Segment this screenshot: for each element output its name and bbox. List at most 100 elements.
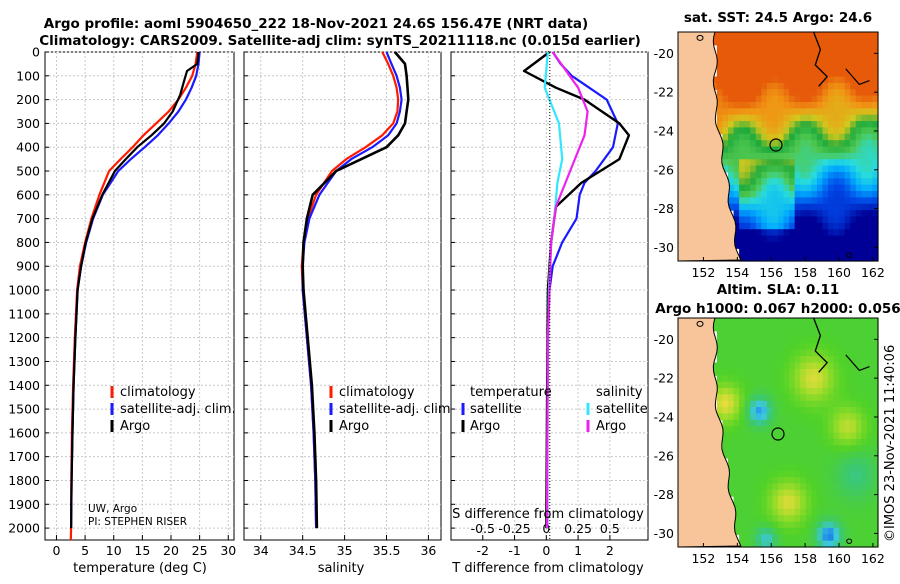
map-cell	[811, 57, 818, 65]
map-cell	[728, 203, 735, 211]
map-cell	[833, 413, 840, 421]
map-cell	[728, 432, 735, 440]
map-cell	[866, 515, 874, 523]
y-tick-label: 700	[16, 211, 40, 226]
map-cell	[744, 82, 751, 90]
map-cell	[872, 400, 879, 408]
map-cell	[844, 89, 851, 97]
map-cell	[822, 445, 829, 453]
map-cell	[772, 184, 779, 192]
map-cell	[772, 51, 779, 59]
map-cell	[739, 438, 746, 446]
map-cell	[866, 70, 874, 78]
map-cell	[783, 44, 790, 52]
map-cell	[772, 222, 779, 230]
map-cell	[789, 51, 796, 59]
map-cell	[816, 400, 824, 408]
map-cell	[783, 229, 790, 237]
map-cell	[866, 159, 874, 167]
map-cell	[839, 140, 846, 148]
map-cell	[833, 184, 840, 192]
map-cell	[794, 146, 801, 154]
map-cell	[750, 165, 757, 173]
map-cell	[800, 470, 807, 478]
map-cell	[850, 241, 857, 249]
map-cell	[750, 38, 757, 46]
map-cell	[850, 387, 857, 395]
map-cell	[872, 70, 879, 78]
map-cell	[833, 171, 840, 179]
map-cell	[789, 451, 796, 459]
map-cell	[805, 413, 812, 421]
map-cell	[844, 63, 851, 71]
map-cell	[805, 400, 812, 408]
map-cell	[733, 159, 740, 167]
map-cell	[750, 171, 757, 179]
map-cell	[778, 216, 785, 224]
map-cell	[761, 70, 768, 78]
map-cell	[794, 318, 801, 325]
map-cell	[850, 216, 857, 224]
map-cell	[766, 229, 774, 237]
map-cell	[794, 152, 801, 160]
map-cell	[805, 534, 812, 542]
map-cell	[750, 508, 757, 516]
map-cell	[766, 489, 774, 497]
map-cell	[783, 191, 790, 198]
map-cell	[778, 400, 785, 408]
map-cell	[839, 349, 846, 357]
map-cell	[739, 165, 746, 173]
map-cell	[839, 457, 846, 465]
map-cell	[872, 343, 879, 351]
map-cell	[822, 222, 829, 230]
map-cell	[833, 419, 840, 427]
map-cell	[822, 51, 829, 59]
map-cell	[811, 470, 818, 478]
map-cell	[800, 502, 807, 510]
map-cell	[822, 146, 829, 154]
map-cell	[766, 82, 774, 90]
map-cell	[828, 51, 835, 59]
map-cell	[761, 140, 768, 148]
map-cell	[833, 140, 840, 148]
map-cell	[733, 407, 740, 415]
map-cell	[850, 178, 857, 186]
map-cell	[866, 426, 874, 434]
map-cell	[755, 82, 762, 90]
map-cell	[794, 381, 801, 389]
map-cell	[744, 57, 751, 65]
map-cell	[783, 51, 790, 59]
map-cell	[822, 451, 829, 459]
map-cell	[755, 330, 762, 338]
map-cell	[744, 508, 751, 516]
map-cell	[750, 241, 757, 249]
y-tick-label: 600	[16, 187, 40, 202]
map-cell	[778, 140, 785, 148]
map-cell	[722, 108, 729, 116]
x-tick-label: 0	[542, 543, 550, 558]
map-cell	[766, 32, 774, 39]
map-cell	[861, 184, 868, 192]
map-cell	[761, 44, 768, 52]
map-cell	[728, 165, 735, 173]
map-cell	[866, 210, 874, 218]
map-cell	[839, 216, 846, 224]
map-cell	[850, 527, 857, 535]
map-cell	[761, 426, 768, 434]
map-cell	[772, 394, 779, 402]
map-cell	[872, 108, 879, 116]
map-cell	[828, 400, 835, 408]
map-cell	[833, 44, 840, 52]
map-cell	[866, 101, 874, 109]
map-cell	[844, 419, 851, 427]
map-cell	[766, 400, 774, 408]
map-cell	[733, 419, 740, 427]
map-cell	[861, 387, 868, 395]
map-cell	[828, 241, 835, 249]
map-cell	[822, 330, 829, 338]
map-cell	[872, 477, 879, 484]
map-cell	[828, 318, 835, 325]
map-cell	[811, 197, 818, 205]
map-cell	[794, 89, 801, 97]
series-line-salinity-argo	[545, 51, 589, 529]
